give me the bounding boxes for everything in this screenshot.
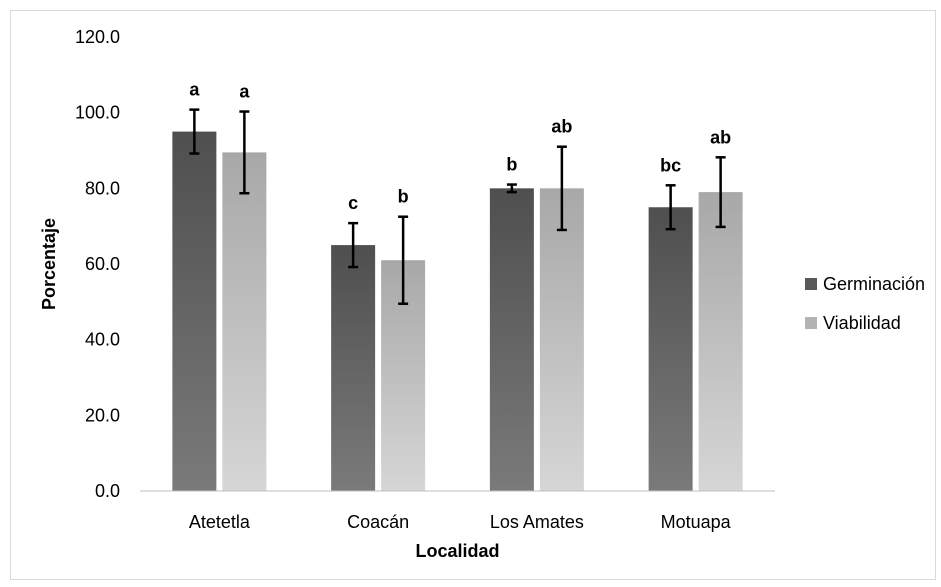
y-tick-label: 0.0 bbox=[95, 481, 120, 501]
significance-letter: a bbox=[189, 80, 200, 100]
legend-label: Germinación bbox=[823, 274, 925, 294]
bar-viabilidad bbox=[539, 188, 584, 492]
legend-swatch bbox=[805, 278, 817, 290]
bar-viabilidad bbox=[698, 192, 743, 491]
significance-letters: a a c b b ab bc ab bbox=[189, 80, 731, 214]
bar-germinacion bbox=[172, 131, 217, 492]
y-tick-label: 80.0 bbox=[85, 178, 120, 198]
bar-viabilidad bbox=[222, 152, 267, 491]
x-axis-ticks: Atetetla Coacán Los Amates Motuapa bbox=[189, 512, 732, 532]
significance-letter: b bbox=[506, 155, 517, 175]
significance-letter: c bbox=[348, 193, 358, 213]
legend: Germinación Viabilidad bbox=[805, 274, 925, 333]
x-axis-title: Localidad bbox=[415, 541, 499, 561]
legend-label: Viabilidad bbox=[823, 313, 901, 333]
y-tick-label: 20.0 bbox=[85, 405, 120, 425]
significance-letter: ab bbox=[710, 127, 731, 147]
bar-germinacion bbox=[648, 207, 693, 491]
x-tick-label: Coacán bbox=[347, 512, 409, 532]
x-tick-label: Motuapa bbox=[661, 512, 732, 532]
significance-letter: b bbox=[398, 187, 409, 207]
significance-letter: ab bbox=[551, 117, 572, 137]
y-tick-label: 60.0 bbox=[85, 254, 120, 274]
x-tick-label: Los Amates bbox=[490, 512, 584, 532]
bar-germinacion bbox=[489, 188, 534, 492]
bar-germinacion bbox=[331, 245, 376, 491]
y-tick-label: 100.0 bbox=[75, 103, 120, 123]
error-bars bbox=[189, 108, 726, 305]
chart-frame bbox=[10, 10, 936, 580]
y-axis-title: Porcentaje bbox=[39, 218, 59, 310]
significance-letter: bc bbox=[660, 155, 681, 175]
y-axis-ticks: 0.0 20.0 40.0 60.0 80.0 100.0 120.0 bbox=[75, 27, 120, 501]
significance-letter: a bbox=[239, 82, 250, 102]
y-tick-label: 120.0 bbox=[75, 27, 120, 47]
y-tick-label: 40.0 bbox=[85, 330, 120, 350]
legend-swatch bbox=[805, 317, 817, 329]
x-tick-label: Atetetla bbox=[189, 512, 251, 532]
bars bbox=[172, 131, 743, 492]
